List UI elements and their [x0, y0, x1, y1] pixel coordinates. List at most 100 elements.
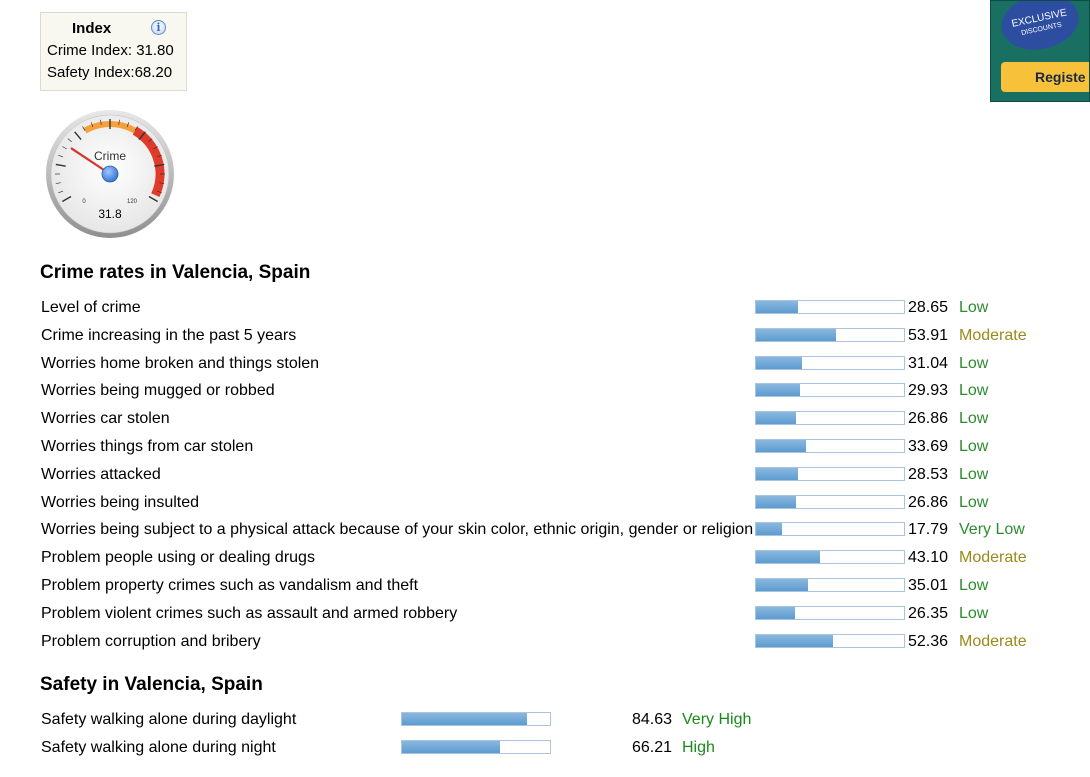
row-level: High — [682, 739, 715, 756]
row-value: 28.53 — [908, 465, 949, 483]
row-value: 28.65 — [908, 299, 949, 316]
gauge-tick — [118, 119, 120, 125]
gauge-tick — [55, 163, 66, 167]
gauge-pivot — [101, 165, 119, 183]
row-bar-fill — [756, 412, 796, 425]
gauge-tick — [126, 122, 130, 128]
row-label: Worries attacked — [41, 465, 161, 483]
table-row: Worries car stolen 26.86 Low — [0, 409, 1090, 437]
row-bar-fill — [756, 384, 801, 397]
row-level: Moderate — [959, 549, 1027, 567]
index-title: Index — [72, 20, 112, 37]
row-level: Very Low — [959, 521, 1025, 539]
row-bar-fill — [756, 606, 795, 619]
row-bar-fill — [756, 523, 783, 536]
gauge-tick — [82, 126, 86, 131]
row-bar-fill — [402, 741, 500, 753]
row-value: 31.04 — [908, 354, 949, 372]
gauge-tick — [159, 182, 165, 184]
crime-gauge: Crime 0 120 31.8 — [46, 110, 174, 238]
row-label: Crime increasing in the past 5 years — [41, 326, 297, 344]
gauge-tick — [156, 190, 162, 194]
row-bar — [755, 411, 905, 426]
row-level: Low — [959, 465, 989, 483]
table-row: Safety walking alone during night 66.21 Hi… — [0, 738, 1090, 766]
advertisement[interactable]: EXCLUSIVE DISCOUNTS Registe — [990, 0, 1090, 102]
row-level: Moderate — [959, 632, 1027, 650]
row-bar-fill — [402, 713, 528, 725]
row-bar — [755, 355, 905, 370]
row-level: Low — [959, 493, 989, 511]
table-row: Safety walking alone during daylight 84.6… — [0, 710, 1090, 738]
index-summary-box: Index i Crime Index: 31.80 Safety Index:… — [40, 12, 187, 91]
row-label: Safety walking alone during night — [41, 739, 276, 756]
row-value: 53.91 — [908, 326, 949, 344]
gauge-max-label: 120 — [127, 199, 138, 205]
row-bar — [755, 439, 905, 453]
row-bar — [755, 327, 905, 342]
gauge-tick — [156, 154, 162, 158]
row-value: 17.79 — [908, 521, 949, 539]
row-label: Worries being mugged or robbed — [41, 382, 275, 400]
safety-index-value: 68.20 — [134, 64, 173, 81]
row-bar — [755, 383, 905, 398]
row-level: Low — [959, 438, 989, 455]
row-level: Low — [959, 299, 989, 316]
row-value: 26.86 — [908, 410, 949, 428]
row-bar-fill — [756, 328, 836, 341]
row-bar-fill — [756, 467, 799, 480]
row-label: Problem property crimes such as vandalis… — [41, 577, 419, 594]
row-value: 35.01 — [908, 577, 949, 594]
row-label: Problem people using or dealing drugs — [41, 549, 315, 567]
gauge-label: Crime — [94, 149, 126, 163]
exclusive-discounts-badge: EXCLUSIVE DISCOUNTS — [996, 1, 1084, 57]
gauge-tick — [58, 190, 64, 194]
row-value: 66.21 — [632, 739, 673, 756]
row-bar-fill — [756, 301, 799, 313]
ad-register-button[interactable]: Registe — [1001, 62, 1089, 92]
row-level: Moderate — [959, 326, 1027, 344]
row-bar-fill — [756, 440, 806, 452]
row-bar — [755, 300, 905, 314]
row-bar — [401, 740, 551, 754]
row-bar — [755, 578, 905, 592]
safety-section-title: Safety in Valencia, Spain — [40, 674, 263, 695]
crime-section-title: Crime rates in Valencia, Spain — [40, 262, 311, 283]
row-label: Worries car stolen — [41, 410, 170, 428]
row-value: 33.69 — [908, 438, 949, 455]
gauge-tick — [58, 154, 64, 158]
row-label: Problem corruption and bribery — [41, 632, 261, 650]
gauge-tick — [67, 138, 72, 143]
gauge-tick — [134, 126, 138, 131]
row-bar — [755, 466, 905, 481]
row-label: Safety walking alone during daylight — [41, 711, 297, 728]
safety-index-row: Safety Index:68.20 — [47, 62, 172, 84]
row-bar-fill — [756, 551, 820, 564]
gauge-tick — [138, 131, 146, 140]
row-bar-fill — [756, 634, 834, 647]
table-row: Level of crime 28.65 Low — [0, 298, 1090, 326]
gauge-tick — [148, 195, 158, 203]
crime-index-row: Crime Index: 31.80 — [47, 40, 174, 62]
row-level: Very High — [682, 711, 752, 728]
row-label: Worries being subject to a physical atta… — [41, 521, 754, 539]
table-row: Problem people using or dealing drugs 43.… — [0, 548, 1090, 576]
crime-index-value: 31.80 — [136, 42, 174, 59]
table-row: Problem corruption and bribery 52.36 Moder… — [0, 632, 1090, 660]
table-row: Problem violent crimes such as assault a… — [0, 604, 1090, 632]
info-icon[interactable]: i — [151, 20, 166, 35]
gauge-tick — [100, 119, 102, 125]
row-label: Problem violent crimes such as assault a… — [41, 604, 458, 622]
gauge-tick — [153, 146, 158, 150]
gauge-tick — [154, 163, 165, 167]
table-row: Worries home broken and things stolen 31.… — [0, 354, 1090, 382]
row-bar — [755, 550, 905, 565]
row-level: Low — [959, 577, 989, 594]
row-level: Low — [959, 410, 989, 428]
gauge-min-label: 0 — [82, 199, 86, 205]
row-value: 84.63 — [632, 711, 673, 728]
row-label: Worries things from car stolen — [41, 438, 254, 455]
row-value: 26.86 — [908, 493, 949, 511]
row-label: Worries being insulted — [41, 493, 200, 511]
row-level: Low — [959, 604, 989, 622]
